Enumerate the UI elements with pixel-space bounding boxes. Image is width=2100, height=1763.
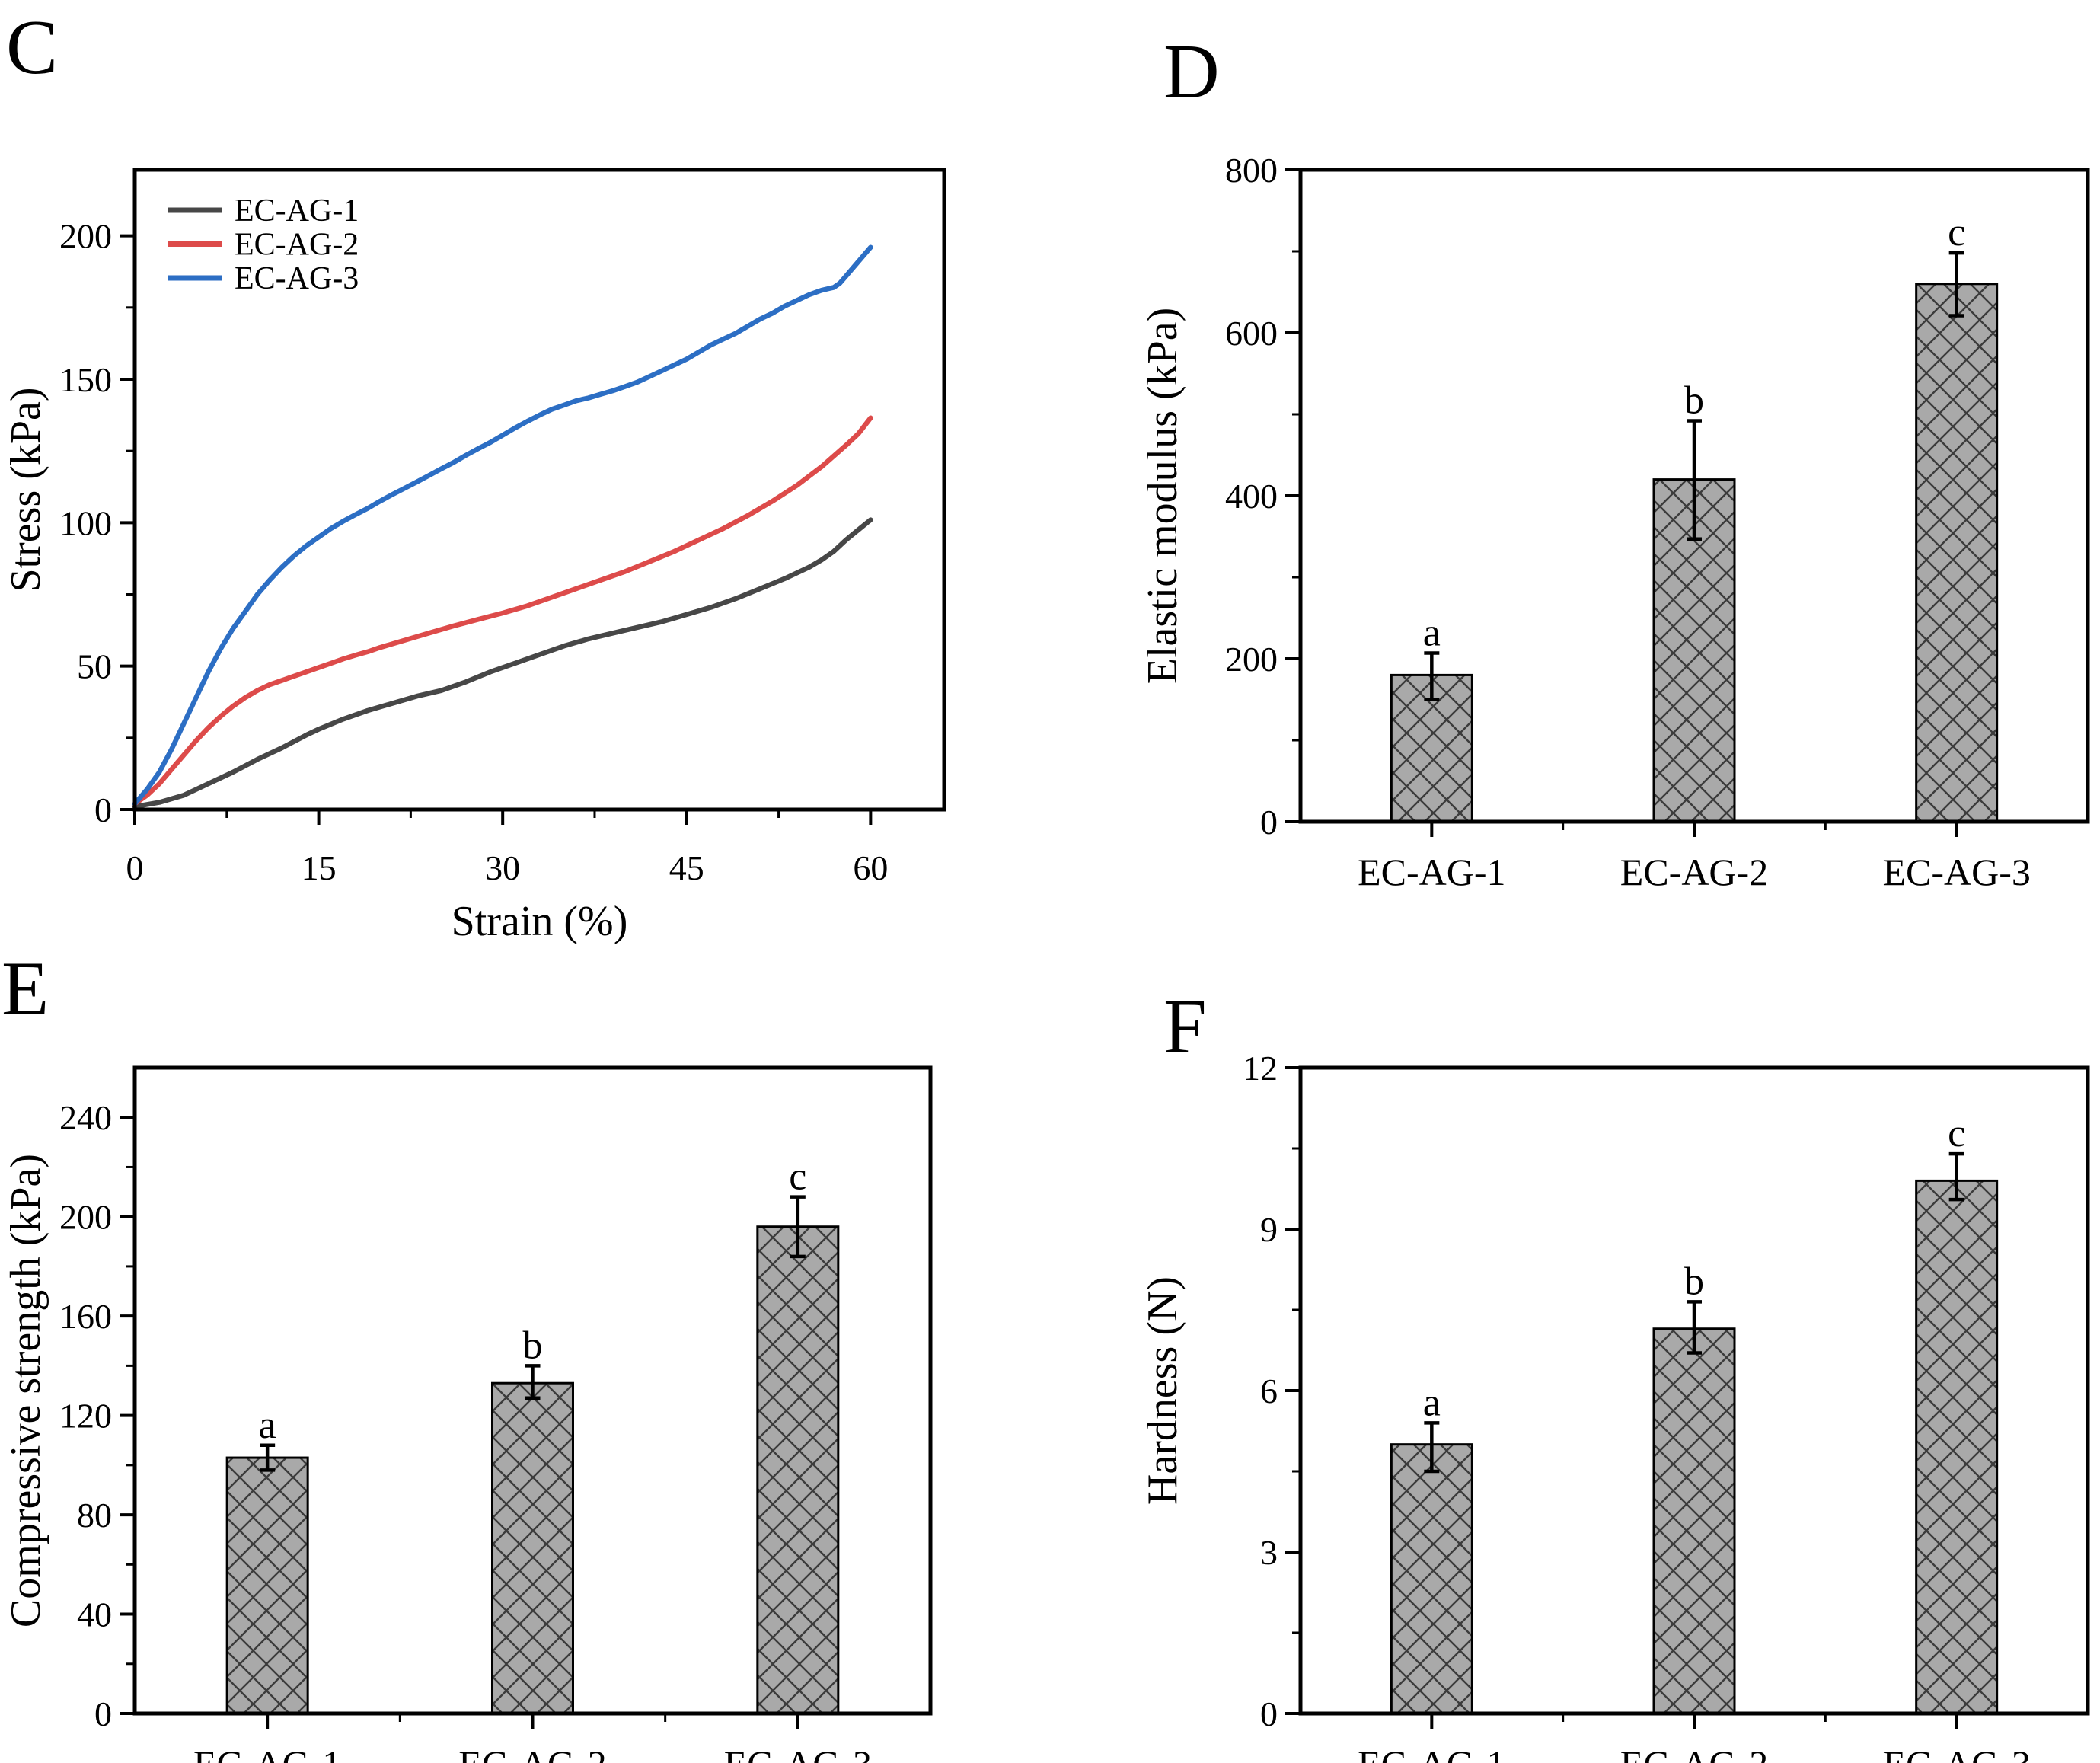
sig-letter-EC-AG-1: a — [259, 1404, 276, 1447]
elastic-modulus-bar-chart: a EC-AG-1 b EC-AG-2 c EC-AG-3 0 200 400 600 800 Ela… — [1139, 151, 2090, 893]
bar-EC-AG-2 — [491, 1381, 574, 1715]
sig-letter-EC-AG-3: c — [1948, 1112, 1965, 1155]
plot-frame — [132, 1065, 933, 1716]
plot-frame — [132, 168, 946, 812]
category-label-EC-AG-1: EC-AG-1 — [1358, 1742, 1505, 1763]
hardness-bar-chart: a EC-AG-1 b EC-AG-2 c EC-AG-3 0 3 6 9 12 Hardness (… — [1139, 1049, 2090, 1763]
y-tick-label: 0 — [1260, 1694, 1278, 1733]
compressive-strength-bar-chart: a EC-AG-1 b EC-AG-2 c EC-AG-3 0 40 80 120 160 200 24… — [2, 1065, 933, 1763]
y-tick-label: 200 — [59, 217, 112, 256]
y-tick-label: 400 — [1225, 477, 1278, 516]
curve-EC-AG-3 — [132, 244, 873, 806]
y-tick-label: 40 — [77, 1595, 112, 1634]
category-label-EC-AG-2: EC-AG-2 — [1620, 1742, 1768, 1763]
sig-letter-EC-AG-2: b — [523, 1324, 543, 1367]
category-label-EC-AG-2: EC-AG-2 — [1620, 851, 1768, 893]
panel-letter-e: E — [2, 946, 49, 1032]
category-label-EC-AG-3: EC-AG-3 — [724, 1742, 872, 1763]
stress-strain-line-chart: 0 15 30 45 60 0 50 100 150 200 Stress (kPa) Strain … — [2, 168, 946, 944]
y-tick-label: 200 — [59, 1198, 112, 1237]
category-label-EC-AG-3: EC-AG-3 — [1882, 851, 2030, 893]
y-tick-label: 6 — [1260, 1372, 1278, 1410]
bar-EC-AG-3 — [1915, 283, 1999, 823]
x-tick-label: 15 — [302, 848, 337, 887]
category-label-EC-AG-1: EC-AG-1 — [193, 1742, 341, 1763]
bar-EC-AG-1 — [1390, 1443, 1473, 1715]
curve-EC-AG-1 — [132, 517, 873, 810]
y-tick-label: 50 — [77, 647, 112, 686]
bar-EC-AG-2 — [1652, 1327, 1736, 1715]
y-axis-title: Compressive strength (kPa) — [2, 1154, 49, 1627]
bar-EC-AG-3 — [756, 1225, 840, 1715]
y-axis-title: Hardness (N) — [1139, 1276, 1186, 1505]
sig-letter-EC-AG-1: a — [1423, 1381, 1441, 1424]
y-tick-label: 12 — [1243, 1049, 1278, 1088]
legend-label-EC-AG-1: EC-AG-1 — [235, 193, 359, 228]
y-tick-label: 800 — [1225, 151, 1278, 190]
plot-frame — [1298, 168, 2090, 824]
category-label-EC-AG-1: EC-AG-1 — [1358, 851, 1505, 893]
panel-letter-c: C — [6, 5, 59, 91]
sig-letter-EC-AG-2: b — [1684, 1260, 1704, 1303]
category-label-EC-AG-3: EC-AG-3 — [1882, 1742, 2030, 1763]
y-tick-label: 120 — [59, 1397, 112, 1436]
bar-EC-AG-3 — [1915, 1179, 1999, 1715]
y-tick-label: 0 — [94, 790, 112, 829]
panel-letter-d: D — [1163, 29, 1220, 115]
y-tick-label: 100 — [59, 503, 112, 542]
sig-letter-EC-AG-1: a — [1423, 612, 1441, 655]
y-axis-title: Stress (kPa) — [2, 387, 49, 592]
x-axis-title: Strain (%) — [452, 898, 628, 944]
y-tick-label: 80 — [77, 1496, 112, 1535]
y-axis-title: Elastic modulus (kPa) — [1139, 308, 1186, 685]
legend-label-EC-AG-3: EC-AG-3 — [235, 261, 359, 296]
y-tick-label: 150 — [59, 360, 112, 399]
x-tick-label: 60 — [853, 848, 888, 887]
y-tick-label: 9 — [1260, 1210, 1278, 1249]
y-tick-label: 160 — [59, 1297, 112, 1336]
x-tick-label: 30 — [485, 848, 520, 887]
x-tick-label: 45 — [669, 848, 704, 887]
y-tick-label: 600 — [1225, 314, 1278, 353]
x-tick-label: 0 — [126, 848, 144, 887]
category-label-EC-AG-2: EC-AG-2 — [458, 1742, 606, 1763]
sig-letter-EC-AG-3: c — [789, 1155, 806, 1199]
y-tick-label: 0 — [94, 1694, 112, 1733]
legend-label-EC-AG-2: EC-AG-2 — [235, 228, 359, 263]
plot-frame — [1298, 1065, 2090, 1716]
y-tick-label: 200 — [1225, 640, 1278, 679]
y-tick-label: 240 — [59, 1098, 112, 1137]
y-tick-label: 0 — [1260, 803, 1278, 842]
y-tick-label: 3 — [1260, 1533, 1278, 1572]
curve-EC-AG-2 — [132, 415, 873, 806]
bar-EC-AG-1 — [225, 1456, 309, 1715]
panel-letter-f: F — [1163, 984, 1207, 1070]
sig-letter-EC-AG-2: b — [1684, 379, 1704, 423]
sig-letter-EC-AG-3: c — [1948, 211, 1965, 254]
